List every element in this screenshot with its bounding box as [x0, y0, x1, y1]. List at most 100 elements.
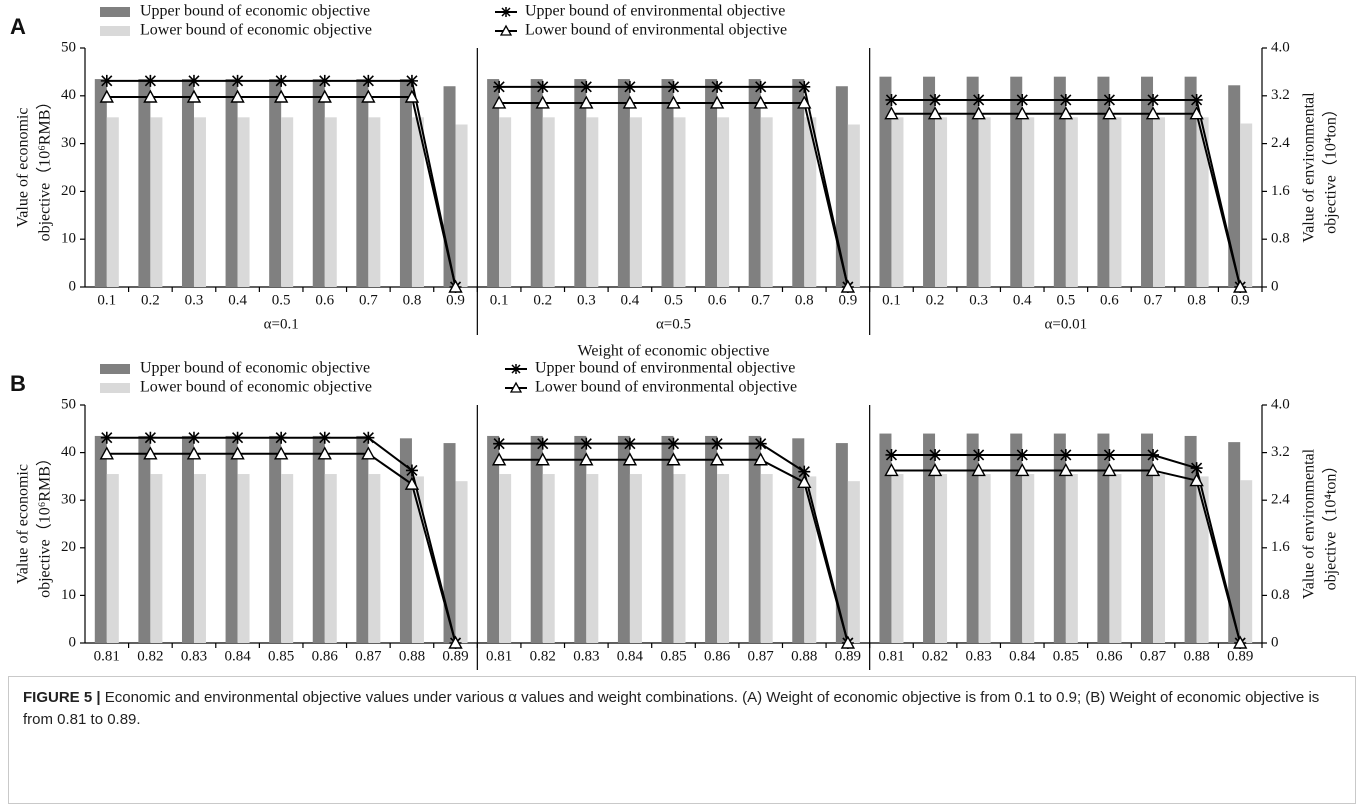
x-tick-label: 0.86 — [704, 648, 731, 664]
marker-triangle — [797, 474, 812, 489]
y2-tick-label: 1.6 — [1271, 539, 1290, 555]
marker-star — [1190, 462, 1203, 475]
x-tick-label: 0.2 — [141, 292, 160, 308]
x-tick-label: 0.9 — [446, 292, 465, 308]
legend-label: Lower bound of economic objective — [140, 379, 372, 396]
marker-star — [405, 74, 418, 87]
marker-triangle — [491, 95, 507, 109]
y2-axis-title: objective（10⁴ton） — [1322, 101, 1340, 234]
marker-triangle — [448, 635, 463, 649]
x-tick-label: 0.82 — [137, 648, 163, 664]
marker-triangle — [317, 89, 332, 103]
bar — [935, 117, 948, 287]
panel-label: B — [10, 371, 26, 396]
bar — [269, 79, 282, 287]
bar — [966, 76, 979, 288]
y2-tick-label: 0.8 — [1271, 231, 1290, 247]
bar — [617, 79, 630, 287]
bar — [443, 86, 456, 288]
x-tick-label: 0.85 — [268, 648, 294, 664]
bar — [1228, 442, 1241, 643]
bar — [574, 79, 587, 287]
marker-triangle — [1233, 635, 1248, 649]
marker-triangle — [448, 279, 463, 293]
marker-star — [405, 464, 418, 477]
legend-label: Upper bound of environmental objective — [525, 3, 785, 20]
bar — [760, 117, 773, 287]
bar — [94, 79, 107, 287]
marker-star — [972, 448, 985, 461]
marker-triangle — [230, 446, 245, 460]
y-tick-label: 40 — [61, 444, 76, 460]
bar — [1153, 117, 1166, 287]
bar — [1196, 476, 1209, 643]
y2-tick-label: 0 — [1271, 634, 1279, 650]
marker-triangle — [840, 635, 856, 649]
x-tick-label: 0.81 — [878, 648, 904, 664]
caption-label: FIGURE 5 | — [23, 689, 101, 706]
marker-triangle — [797, 95, 812, 109]
bar — [1141, 433, 1154, 643]
caption: FIGURE 5 | Economic and environmental ob… — [8, 676, 1356, 804]
x-tick-label: 0.88 — [791, 648, 817, 664]
marker-triangle — [491, 452, 507, 466]
bar — [1065, 117, 1078, 287]
bar — [1022, 117, 1035, 287]
bar — [443, 443, 456, 643]
bar — [1228, 85, 1241, 287]
bar — [835, 86, 848, 288]
marker-star — [711, 80, 724, 93]
x-tick-label: 0.4 — [1013, 292, 1032, 308]
marker-star — [493, 80, 506, 93]
marker-star — [1103, 93, 1116, 106]
x-tick-label: 0.83 — [573, 648, 599, 664]
marker-triangle — [709, 452, 725, 466]
marker-triangle — [709, 95, 725, 109]
y2-tick-label: 0 — [1271, 278, 1279, 294]
marker-star — [667, 437, 680, 450]
x-tick-label: 0.81 — [486, 648, 512, 664]
bar — [150, 474, 163, 643]
x-tick-label: 0.6 — [1100, 292, 1119, 308]
marker-star — [1147, 93, 1160, 106]
marker-triangle — [317, 446, 332, 460]
y-axis-title: Value of economic — [15, 464, 32, 584]
marker-star — [667, 80, 680, 93]
marker-star — [1016, 448, 1029, 461]
bar — [237, 117, 250, 287]
x-tick-label: 0.86 — [312, 648, 339, 664]
bar — [1053, 433, 1066, 643]
bar — [879, 433, 892, 643]
marker-triangle — [622, 95, 638, 109]
bar — [847, 481, 860, 643]
bar — [499, 117, 512, 287]
x-tick-label: 0.5 — [664, 292, 683, 308]
bar — [150, 117, 163, 287]
bar — [324, 117, 337, 287]
marker-star — [100, 74, 113, 87]
legend-swatch — [100, 364, 130, 374]
bar — [923, 433, 936, 643]
y-tick-label: 0 — [69, 634, 77, 650]
y-tick-label: 0 — [69, 278, 77, 294]
marker-star — [100, 431, 113, 444]
bar — [705, 435, 718, 643]
marker-triangle — [1189, 473, 1204, 487]
x-tick-label: 0.3 — [577, 292, 596, 308]
bar — [1097, 433, 1110, 643]
bar — [586, 117, 599, 287]
y2-tick-label: 0.8 — [1271, 587, 1290, 603]
marker-triangle — [99, 89, 114, 103]
bar — [411, 117, 424, 287]
marker-star — [885, 93, 898, 106]
x-tick-label: 0.4 — [621, 292, 640, 308]
bar — [935, 474, 948, 643]
marker-star — [972, 93, 985, 106]
bar — [966, 433, 979, 643]
marker-star — [144, 431, 157, 444]
bar — [673, 117, 686, 287]
x-tick-label: 0.8 — [795, 292, 814, 308]
x-tick-label: 0.8 — [1187, 292, 1206, 308]
bar — [356, 79, 369, 287]
marker-star — [1103, 448, 1116, 461]
